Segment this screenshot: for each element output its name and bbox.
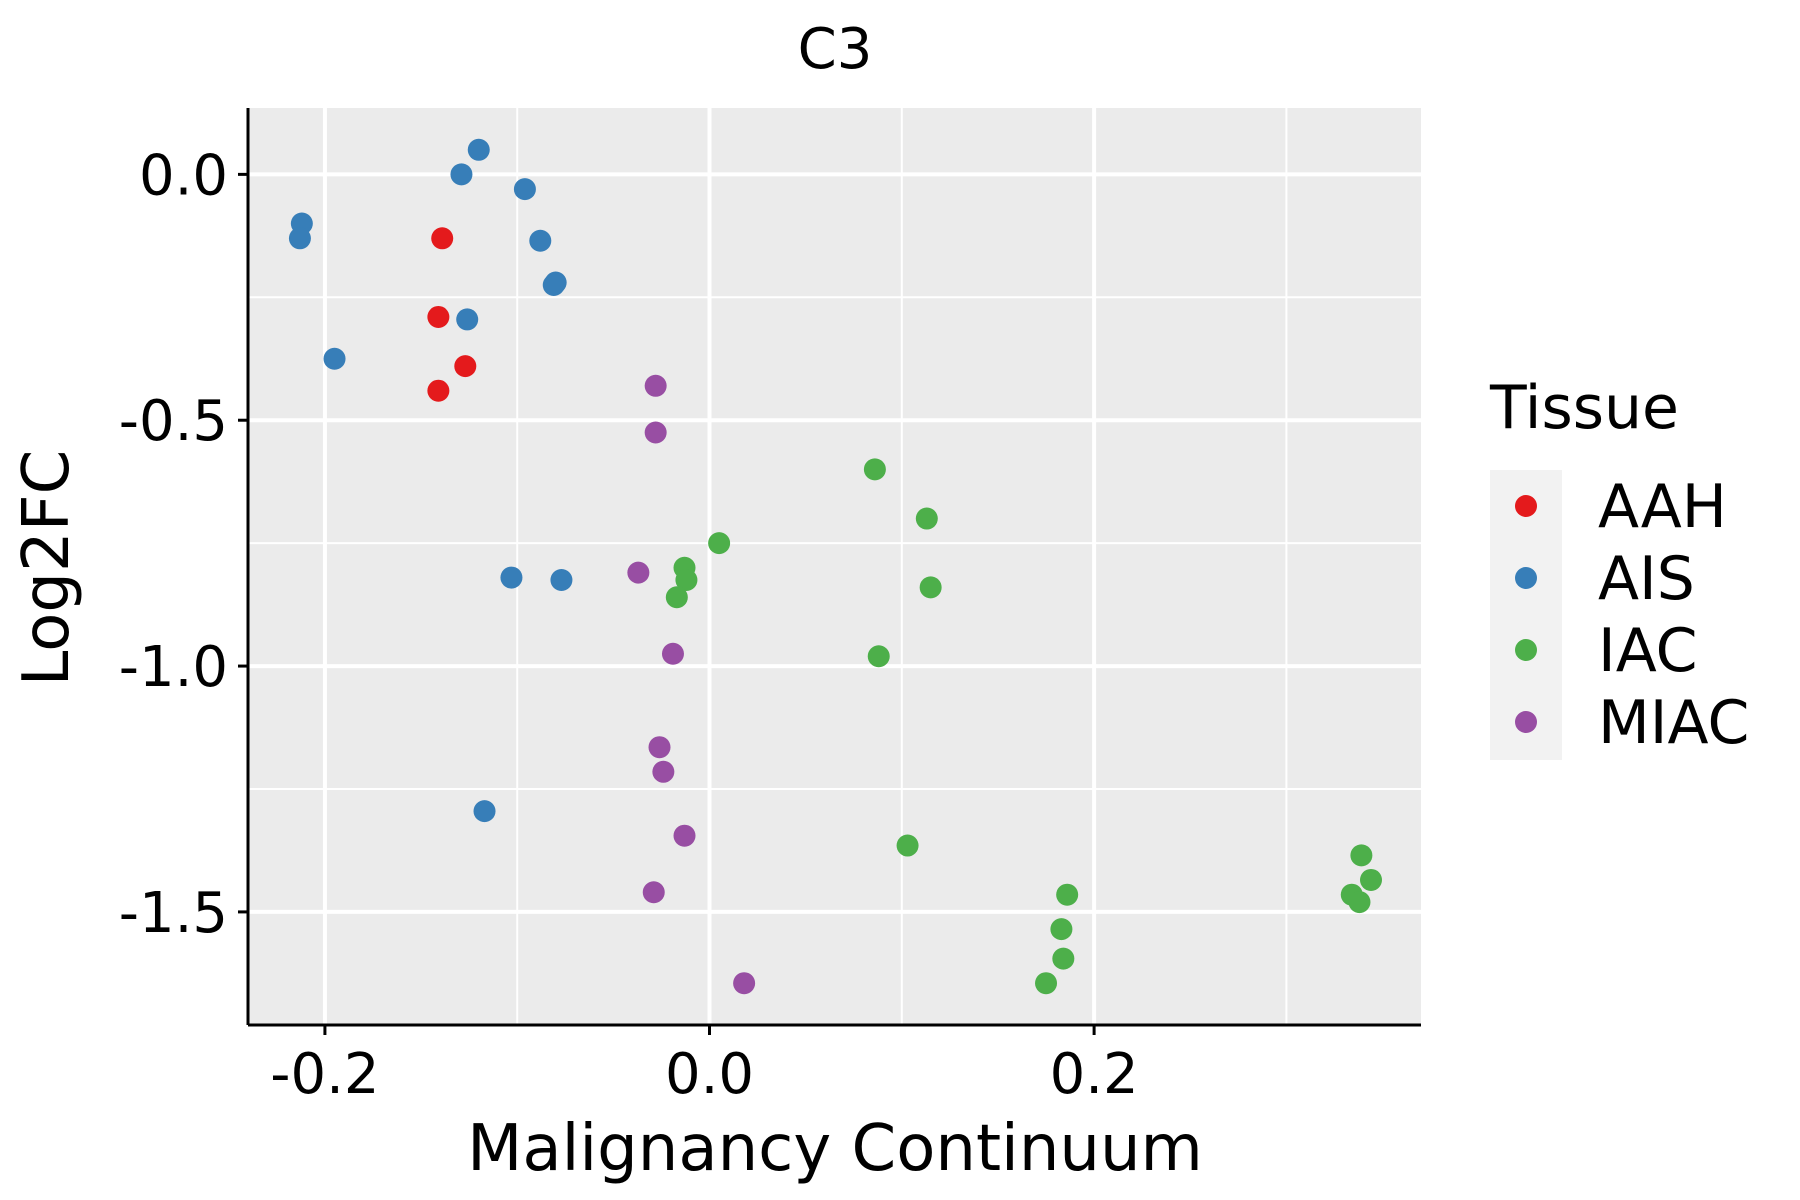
point-ais [550,569,573,592]
y-tick-label: -1.5 [119,881,228,946]
x-axis-title: Malignancy Continuum [467,1112,1203,1186]
point-ais [323,347,346,370]
point-ais [456,308,479,331]
point-iac [1348,891,1371,914]
point-iac [896,834,919,857]
point-iac [863,458,886,481]
point-miac [733,972,756,995]
point-iac [919,576,942,599]
point-ais [288,227,311,250]
point-miac [673,824,696,847]
point-ais [542,274,565,297]
point-aah [427,305,450,328]
y-axis-title: Log2FC [10,450,84,687]
point-iac [1360,868,1383,891]
point-ais [467,138,490,161]
point-ais [513,178,536,201]
point-iac [665,586,688,609]
point-ais [473,800,496,823]
legend-label-iac: IAC [1598,616,1698,686]
y-tick-label: -1.0 [119,635,228,700]
legend-key-ais [1515,567,1537,589]
point-iac [675,569,698,592]
point-iac [1050,918,1073,941]
point-miac [661,642,684,665]
point-miac [644,421,667,444]
point-ais [500,566,523,589]
y-axis-ticks: 0.0 -0.5 -1.0 -1.5 [119,143,248,946]
y-tick-label: -0.5 [119,389,228,454]
legend-label-miac: MIAC [1598,688,1749,758]
legend-label-aah: AAH [1598,472,1727,542]
chart-title: C3 [798,17,873,82]
point-iac [1056,883,1079,906]
legend-label-ais: AIS [1598,544,1695,614]
point-iac [1350,844,1373,867]
plot-panel [248,108,1421,1025]
point-aah [431,227,454,250]
point-miac [627,561,650,584]
point-iac [1052,947,1075,970]
point-iac [867,645,890,668]
legend-key-iac [1515,639,1537,661]
point-iac [708,532,731,555]
point-miac [652,760,675,783]
point-iac [1035,972,1058,995]
point-aah [454,355,477,378]
point-miac [648,736,671,759]
point-ais [529,229,552,252]
point-ais [450,163,473,186]
x-tick-label: 0.2 [1050,1042,1139,1107]
x-tick-label: -0.2 [270,1042,379,1107]
legend-key-miac [1515,711,1537,733]
x-tick-label: 0.0 [665,1042,754,1107]
data-points [288,138,1383,995]
point-miac [644,374,667,397]
minor-gridlines [248,108,1421,1025]
legend-key-aah [1515,495,1537,517]
major-gridlines [248,108,1421,1025]
point-aah [427,379,450,402]
point-miac [642,881,665,904]
legend-title: Tissue [1489,373,1679,443]
x-axis-ticks: -0.2 0.0 0.2 [270,1025,1139,1107]
y-tick-label: 0.0 [139,143,228,208]
point-iac [915,507,938,530]
